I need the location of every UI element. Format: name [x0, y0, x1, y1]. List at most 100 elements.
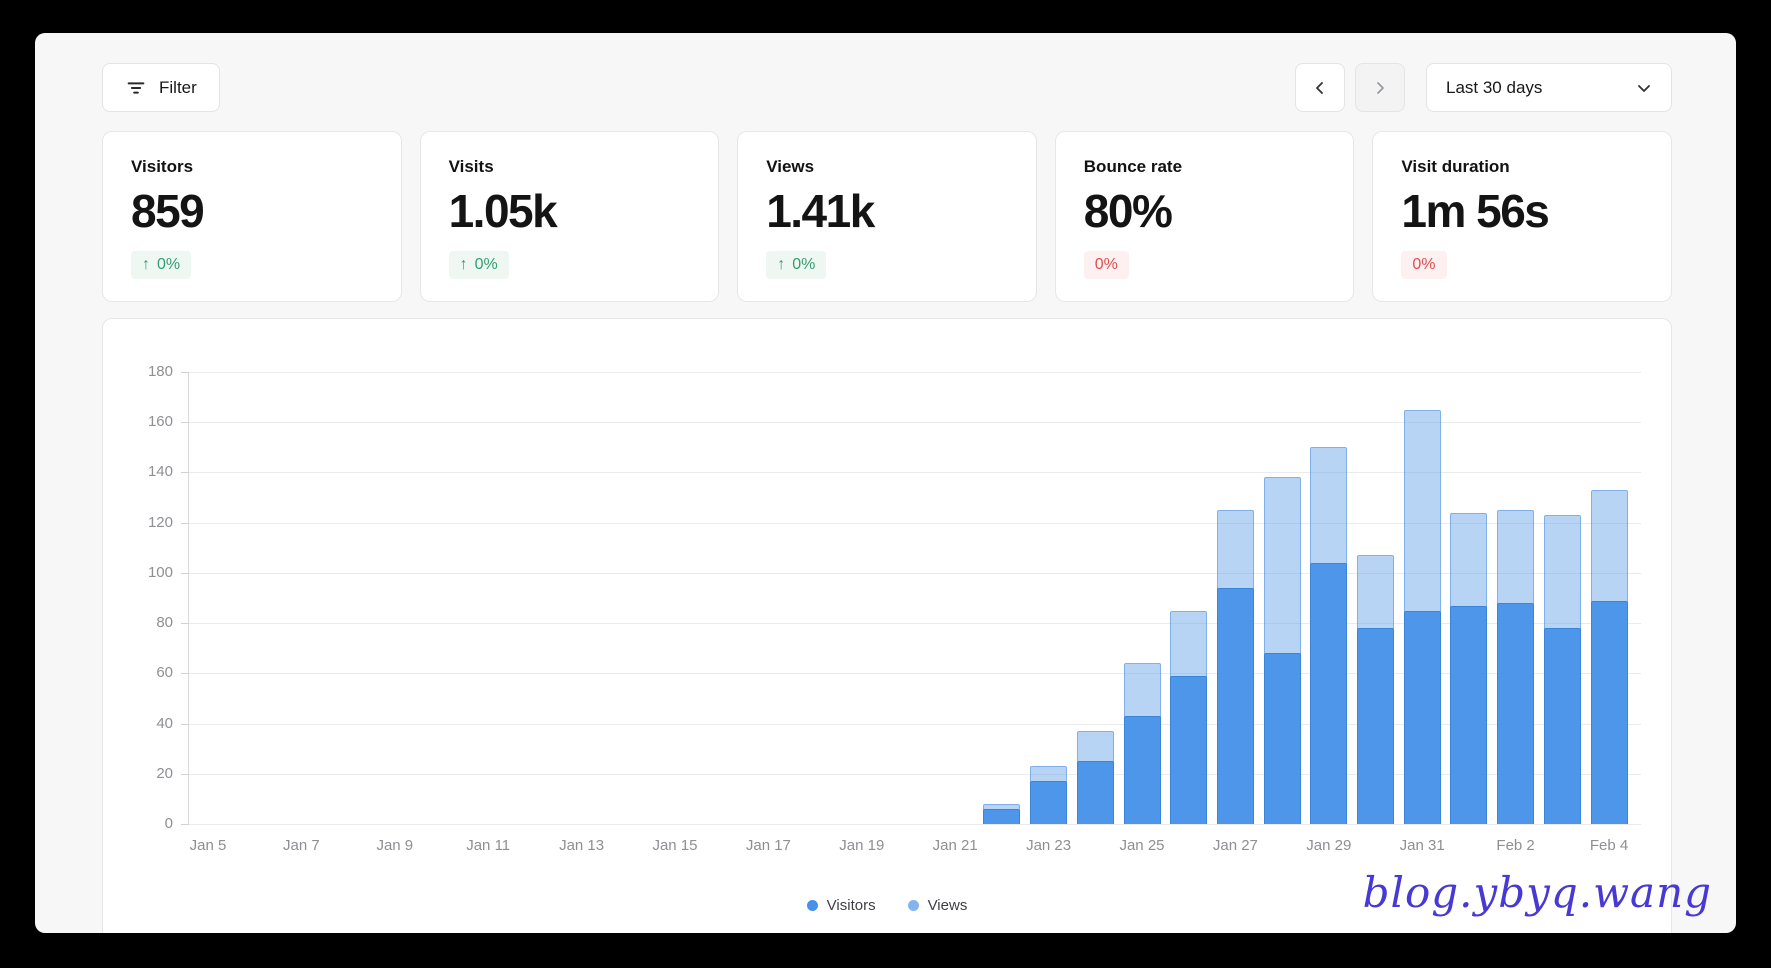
y-axis-tick [181, 673, 189, 675]
stat-change-badge: 0% [1083, 251, 1129, 279]
visitors-bar-feb-4 [1590, 600, 1628, 824]
visitors-bar-jan-26 [1170, 675, 1208, 824]
visitors-bar-feb-2 [1497, 603, 1535, 824]
y-axis-tick [181, 372, 189, 373]
stat-card-visit-duration: Visit duration 1m 56s 0% [1372, 131, 1672, 302]
y-axis-tick [181, 723, 189, 725]
visitors-bar-jan-23 [1030, 781, 1068, 824]
y-axis-tick [181, 572, 189, 574]
x-axis-label: Jan 23 [1026, 837, 1072, 854]
stat-label: Visitors [131, 157, 194, 176]
visitors-legend-dot [806, 900, 818, 911]
gridline [189, 522, 1641, 524]
x-axis-label: Jan 15 [652, 837, 698, 854]
gridline [189, 773, 1641, 775]
y-axis-label: 0 [164, 815, 173, 832]
prev-period-button[interactable] [1295, 63, 1345, 112]
gridline [189, 472, 1641, 474]
stat-card-bounce-rate: Bounce rate 80% 0% [1054, 131, 1355, 302]
legend-label: Visitors [826, 897, 876, 914]
y-axis-label: 120 [147, 513, 173, 531]
stat-label: Views [766, 157, 815, 176]
legend-item-visitors[interactable]: Visitors [806, 897, 876, 914]
y-axis-tick [181, 522, 189, 524]
stat-change-value: 0% [792, 256, 816, 273]
visitors-bar-feb-3 [1543, 628, 1581, 824]
views-legend-dot [907, 900, 919, 911]
legend-label: Views [927, 897, 968, 914]
visitors-bar-jan-27 [1216, 587, 1254, 824]
x-axis-label: Jan 21 [932, 837, 978, 854]
x-axis-label: Jan 31 [1399, 837, 1445, 854]
date-range-select[interactable]: Last 30 days [1426, 63, 1672, 112]
x-axis-label: Feb 2 [1496, 837, 1535, 854]
stat-change-value: 0% [157, 256, 181, 273]
y-axis-label: 180 [147, 363, 173, 380]
bar-chart: 0 20 40 60 80 100 120 140 160 180 Jan 5 Jan 7 Jan 9 J… [148, 363, 1641, 854]
stat-card-visitors: Visitors 859 ↑ 0% [102, 131, 402, 302]
gridline [189, 673, 1641, 675]
stat-label: Bounce rate [1083, 157, 1183, 176]
visitors-bar-feb-1 [1450, 605, 1488, 824]
y-axis-tick [181, 472, 189, 474]
date-range-value: Last 30 days [1446, 77, 1543, 97]
toolbar: Filter Last 30 days [102, 63, 1672, 112]
gridline [189, 572, 1641, 574]
chevron-down-icon [1638, 84, 1650, 92]
next-period-button[interactable] [1355, 63, 1405, 112]
x-axis-label: Feb 4 [1589, 837, 1629, 854]
stat-card-views: Views 1.41k ↑ 0% [737, 131, 1037, 302]
stat-value: 1m 56s [1401, 185, 1550, 237]
up-arrow-icon: ↑ [777, 256, 786, 273]
stat-change-badge: ↑ 0% [131, 251, 192, 279]
visitors-bar-jan-24 [1076, 761, 1114, 824]
stat-change-badge: ↑ 0% [448, 251, 509, 279]
y-axis-label: 80 [156, 614, 173, 632]
x-axis-label: Jan 27 [1212, 837, 1258, 854]
up-arrow-icon: ↑ [142, 256, 150, 273]
gridline [189, 824, 1641, 825]
x-axis-label: Jan 9 [376, 837, 414, 854]
stat-card-visits: Visits 1.05k ↑ 0% [419, 131, 720, 302]
visitors-bar-jan-22 [983, 808, 1021, 824]
gridline [189, 422, 1641, 424]
chart-card: 0 20 40 60 80 100 120 140 160 180 Jan 5 Jan 7 Jan 9 J… [102, 318, 1672, 933]
filter-icon [127, 81, 145, 94]
y-axis-label: 20 [156, 764, 173, 782]
date-controls: Last 30 days [1295, 63, 1672, 112]
y-axis-label: 160 [147, 413, 173, 431]
visitors-bar-jan-29 [1310, 562, 1348, 824]
visitors-bar-jan-31 [1403, 610, 1441, 824]
y-axis-label: 100 [147, 563, 173, 581]
y-axis-tick [181, 422, 189, 424]
app-window: Filter Last 30 days Visito [35, 33, 1736, 933]
stat-value: 1.05k [448, 185, 558, 237]
stat-label: Visit duration [1401, 157, 1510, 176]
visitors-bar-jan-25 [1123, 716, 1161, 824]
stat-change-badge: ↑ 0% [766, 251, 827, 279]
filter-label: Filter [159, 77, 197, 97]
x-axis-label: Jan 19 [839, 837, 885, 854]
legend-item-views[interactable]: Views [907, 897, 968, 914]
stat-change-value: 0% [1094, 256, 1118, 273]
chevron-right-icon [1377, 81, 1384, 94]
x-axis-label: Jan 5 [189, 837, 227, 854]
gridline [189, 623, 1641, 625]
y-axis-label: 60 [156, 664, 173, 682]
stat-change-badge: 0% [1401, 251, 1447, 279]
y-axis-label: 40 [156, 714, 173, 732]
x-axis-label: Jan 7 [283, 837, 320, 854]
filter-button[interactable]: Filter [102, 63, 220, 112]
stat-value: 1.41k [766, 185, 875, 237]
x-axis-label: Jan 29 [1306, 837, 1352, 854]
stats-row: Visitors 859 ↑ 0% Visits 1.05k ↑ 0% View… [102, 131, 1672, 302]
stat-label: Visits [448, 157, 494, 176]
gridline [189, 372, 1641, 373]
y-axis-tick [181, 773, 189, 775]
y-axis-tick [181, 623, 189, 625]
x-axis-label: Jan 11 [466, 837, 511, 854]
y-axis-label: 140 [147, 463, 173, 481]
stat-value: 859 [131, 185, 205, 237]
chevron-left-icon [1316, 81, 1323, 94]
x-axis-label: Jan 17 [745, 837, 791, 854]
